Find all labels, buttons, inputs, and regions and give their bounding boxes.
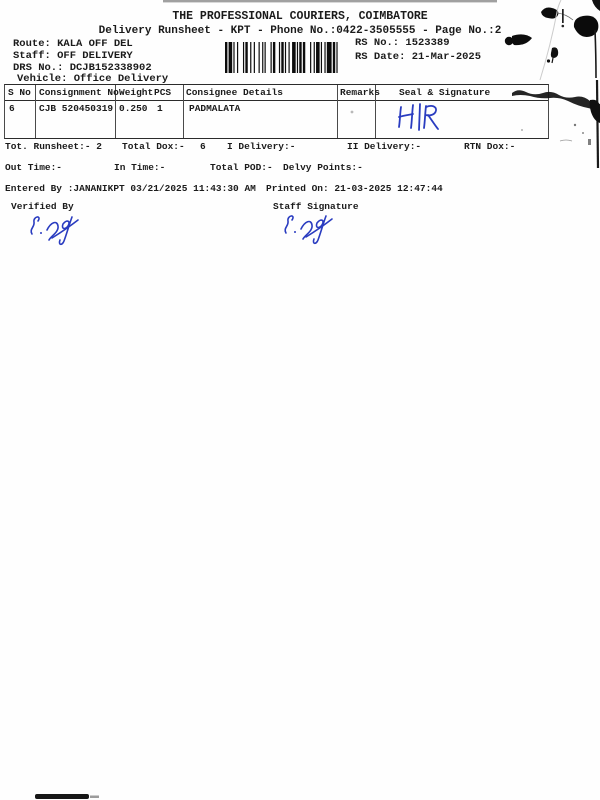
cell-consignment: CJB 520450319 bbox=[39, 103, 114, 114]
ink-blot-exclaim bbox=[550, 47, 559, 58]
document-title: Delivery Runsheet - KPT - Phone No.:0422… bbox=[98, 25, 502, 37]
ink-speck bbox=[573, 123, 577, 127]
col-header-weight: Weight bbox=[119, 87, 154, 98]
rs-date-line: RS Date: 21-Mar-2025 bbox=[355, 51, 482, 63]
ii-delivery: II Delivery:- bbox=[347, 141, 422, 152]
table-column-divider bbox=[375, 85, 376, 138]
delvy-points: Delvy Points:- bbox=[283, 162, 363, 173]
cell-pcs: 1 bbox=[157, 103, 163, 114]
ink-speck bbox=[559, 139, 573, 142]
scan-edge-line bbox=[163, 0, 497, 3]
verified-by-signature bbox=[30, 216, 79, 246]
out-time: Out Time:- bbox=[5, 162, 63, 173]
ink-blot-corner bbox=[592, 0, 600, 11]
total-pod: Total POD:- bbox=[210, 162, 273, 173]
table-column-divider bbox=[183, 85, 184, 138]
i-delivery: I Delivery:- bbox=[227, 141, 296, 152]
rs-no-line: RS No.: 1523389 bbox=[355, 37, 450, 49]
ink-smear-edge-blob bbox=[589, 99, 600, 123]
cell-weight: 0.250 bbox=[119, 103, 148, 114]
tot-runsheet: Tot. Runsheet:- 2 bbox=[5, 141, 102, 152]
table-column-divider bbox=[337, 85, 338, 138]
ink-speck bbox=[588, 139, 591, 145]
ink-edge-line-top bbox=[594, 29, 597, 79]
col-header-consignee: Consignee Details bbox=[186, 87, 283, 98]
entered-by: Entered By :JANANIKPT 03/21/2025 11:43:3… bbox=[5, 183, 256, 194]
company-title: THE PROFESSIONAL COURIERS, COIMBATORE bbox=[172, 10, 428, 23]
route-line: Route: KALA OFF DEL bbox=[13, 38, 133, 50]
printed-on: Printed On: 21-03-2025 12:47:44 bbox=[266, 183, 443, 194]
ink-blot-exclaim-dot bbox=[546, 59, 551, 63]
col-header-sno: S No bbox=[8, 87, 31, 98]
col-header-pcs: PCS bbox=[154, 87, 172, 98]
ink-bar-bottom bbox=[35, 794, 89, 799]
col-header-consignment: Consignment No bbox=[39, 87, 119, 98]
vehicle-line: Vehicle: Office Delivery bbox=[17, 73, 169, 85]
total-dox-label: Total Dox:- bbox=[122, 141, 185, 152]
col-header-remarks: Remarks bbox=[340, 87, 380, 98]
ink-bar-bottom-tail bbox=[90, 795, 99, 798]
table-column-divider bbox=[35, 85, 36, 138]
ink-edge-line-bottom bbox=[595, 79, 600, 169]
ink-blot-exclaim-tail bbox=[551, 57, 554, 64]
staff-signature-label: Staff Signature bbox=[273, 201, 359, 212]
drs-no-line: DRS No.: DCJB152338902 bbox=[13, 62, 152, 74]
in-time: In Time:- bbox=[114, 162, 166, 173]
table-column-divider bbox=[115, 85, 116, 138]
rtn-dox: RTN Dox:- bbox=[464, 141, 516, 152]
seal-handwriting-hr bbox=[398, 103, 439, 131]
verified-by-label: Verified By bbox=[11, 201, 74, 212]
ink-speck bbox=[582, 132, 584, 134]
ink-blot-pin-head bbox=[504, 36, 514, 46]
staff-line: Staff: OFF DELIVERY bbox=[13, 50, 133, 62]
table-header-divider bbox=[5, 100, 548, 102]
cell-sno: 6 bbox=[9, 103, 15, 114]
cell-consignee: PADMALATA bbox=[189, 103, 241, 114]
barcode bbox=[225, 42, 338, 73]
staff-signature-handwriting bbox=[284, 215, 333, 245]
total-dox-value: 6 bbox=[200, 141, 206, 152]
col-header-seal: Seal & Signature bbox=[399, 87, 491, 98]
delivery-table: S No Consignment No Weight PCS Consignee… bbox=[4, 84, 549, 139]
